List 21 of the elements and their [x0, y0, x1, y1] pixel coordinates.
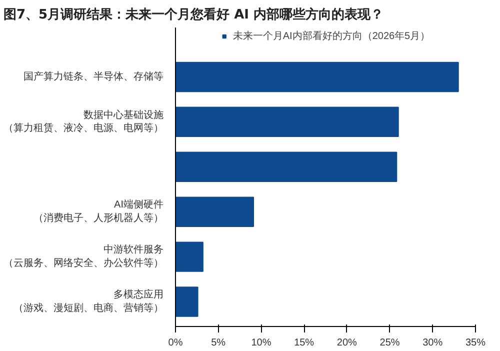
legend-label: 未来一个月AI内部看好的方向（2026年5月） [232, 30, 430, 43]
x-tick-label: 0% [168, 338, 183, 348]
bar [176, 196, 254, 227]
y-tick-label: 多模态应用（游戏、漫短剧、电商、营销等） [14, 288, 164, 314]
x-tick-label: 5% [211, 338, 226, 348]
y-tick-label: 中游软件服务（云服务、网络安全、办公软件等） [4, 244, 164, 269]
bar [176, 242, 204, 272]
y-tick-label: AI端侧硬件（消费电子、人形机器人等） [34, 198, 164, 224]
x-tick-label: 30% [422, 338, 443, 348]
chart-title: 图7、5月调研结果：未来一个月您看好 AI 内部哪些方向的表现？ [4, 6, 384, 22]
y-tick-label: 数据中心基础设施（算力租赁、液冷、电源、电网等） [4, 108, 164, 134]
x-tick-label: 15% [294, 338, 314, 348]
x-tick-label: 10% [251, 338, 272, 348]
bar [176, 152, 398, 182]
y-tick-label: 国产算力链条、半导体、存储等 [24, 70, 164, 82]
x-tick-label: 25% [380, 338, 400, 348]
x-tick-label: 20% [336, 338, 358, 348]
x-tick-label: 35% [465, 338, 486, 348]
bar [176, 62, 459, 92]
bar [176, 106, 399, 138]
bar [176, 286, 198, 317]
